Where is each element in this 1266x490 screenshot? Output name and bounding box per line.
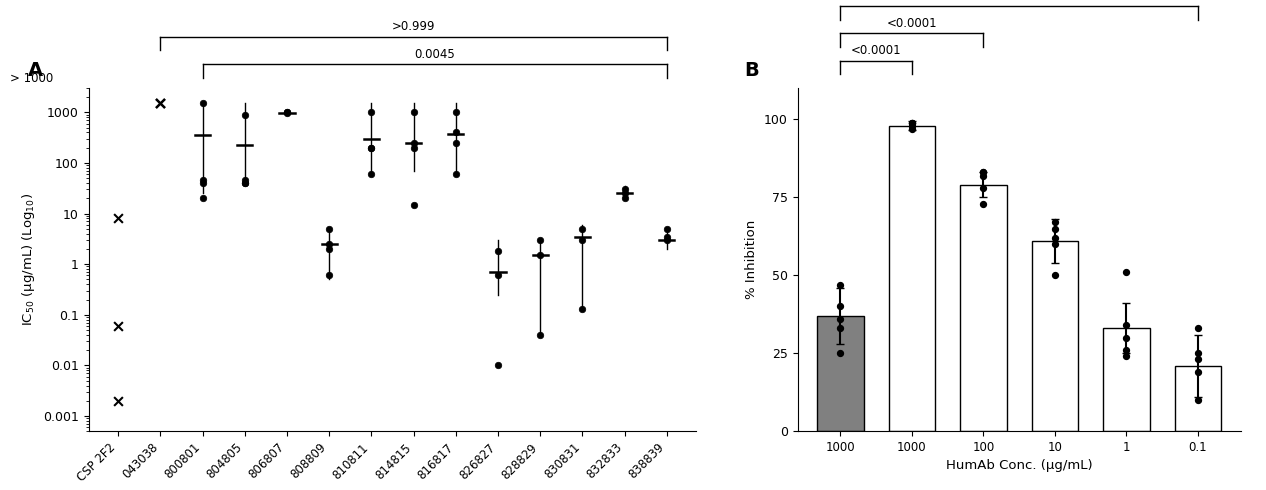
Point <box>614 190 634 197</box>
Point <box>404 108 424 116</box>
Point <box>361 108 381 116</box>
Point <box>530 251 551 259</box>
Point <box>1188 356 1208 364</box>
Point <box>487 362 508 369</box>
Point <box>277 108 298 116</box>
Bar <box>818 316 863 431</box>
Text: A: A <box>28 61 43 80</box>
Point <box>1188 368 1208 376</box>
Text: >0.999: >0.999 <box>391 20 436 33</box>
Point <box>830 349 851 357</box>
Point <box>446 108 466 116</box>
Point <box>974 199 994 207</box>
Point <box>234 176 254 184</box>
Point <box>901 119 922 126</box>
Bar <box>960 185 1006 431</box>
Point <box>901 119 922 126</box>
Point <box>614 186 634 194</box>
Point <box>277 108 298 116</box>
Bar <box>1175 366 1220 431</box>
Point <box>1117 334 1137 342</box>
Point <box>657 225 677 233</box>
Bar <box>1032 241 1079 431</box>
Point <box>404 201 424 209</box>
Point <box>151 99 171 107</box>
Point <box>1044 224 1065 232</box>
Point <box>1044 219 1065 226</box>
Point <box>1188 349 1208 357</box>
Point <box>1117 321 1137 329</box>
Point <box>319 240 339 248</box>
Point <box>192 195 213 202</box>
Point <box>404 139 424 147</box>
Point <box>108 215 128 222</box>
X-axis label: HumAb Conc. (μg/mL): HumAb Conc. (μg/mL) <box>946 460 1093 472</box>
Point <box>974 169 994 176</box>
Point <box>1117 346 1137 354</box>
Bar <box>1103 328 1150 431</box>
Point <box>319 271 339 279</box>
Point <box>1044 240 1065 248</box>
Point <box>530 331 551 339</box>
Point <box>234 179 254 187</box>
Point <box>404 144 424 151</box>
Point <box>319 225 339 233</box>
Point <box>192 99 213 107</box>
Point <box>657 236 677 244</box>
Point <box>830 302 851 310</box>
Text: 0.0020: 0.0020 <box>999 0 1039 2</box>
Point <box>234 111 254 119</box>
Point <box>151 99 171 107</box>
Point <box>901 119 922 126</box>
Point <box>487 247 508 255</box>
Point <box>901 125 922 133</box>
Point <box>446 128 466 136</box>
Point <box>151 99 171 107</box>
Point <box>361 144 381 151</box>
Point <box>192 176 213 184</box>
Y-axis label: % Inhibition: % Inhibition <box>746 220 758 299</box>
Text: 0.0045: 0.0045 <box>414 48 454 61</box>
Point <box>361 170 381 178</box>
Text: B: B <box>744 61 760 80</box>
Point <box>277 109 298 117</box>
Bar <box>889 125 936 431</box>
Point <box>1117 268 1137 276</box>
Point <box>830 324 851 332</box>
Point <box>1044 271 1065 279</box>
Text: <0.0001: <0.0001 <box>851 44 901 57</box>
Point <box>361 144 381 151</box>
Point <box>974 184 994 192</box>
Text: <0.0001: <0.0001 <box>886 17 937 30</box>
Point <box>234 179 254 187</box>
Point <box>108 322 128 330</box>
Point <box>446 139 466 147</box>
Point <box>319 245 339 253</box>
Point <box>192 179 213 187</box>
Point <box>108 397 128 405</box>
Point <box>572 225 592 233</box>
Point <box>487 271 508 279</box>
Point <box>974 169 994 176</box>
Point <box>1044 234 1065 242</box>
Point <box>657 233 677 241</box>
Point <box>572 236 592 244</box>
Point <box>974 172 994 179</box>
Point <box>1188 396 1208 404</box>
Point <box>1188 324 1208 332</box>
Y-axis label: IC$_{50}$ (μg/mL) (Log$_{10}$): IC$_{50}$ (μg/mL) (Log$_{10}$) <box>20 193 38 326</box>
Point <box>446 170 466 178</box>
Text: > 1000: > 1000 <box>10 72 53 85</box>
Point <box>901 122 922 129</box>
Point <box>530 236 551 244</box>
Point <box>830 315 851 323</box>
Point <box>830 281 851 289</box>
Point <box>1117 352 1137 360</box>
Point <box>572 305 592 313</box>
Point <box>614 195 634 202</box>
